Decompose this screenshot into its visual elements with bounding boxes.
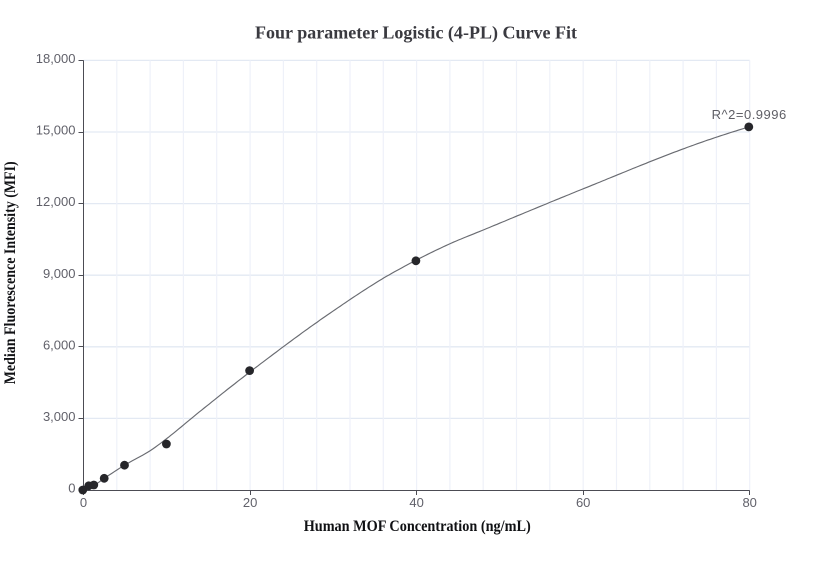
svg-text:0: 0 xyxy=(80,495,87,510)
svg-text:6,000: 6,000 xyxy=(43,337,76,352)
svg-text:12,000: 12,000 xyxy=(36,194,76,209)
svg-text:3,000: 3,000 xyxy=(43,409,76,424)
svg-text:18,000: 18,000 xyxy=(36,51,76,66)
svg-text:0: 0 xyxy=(68,481,75,496)
svg-text:80: 80 xyxy=(742,495,756,510)
svg-text:15,000: 15,000 xyxy=(36,123,76,138)
svg-text:40: 40 xyxy=(409,495,423,510)
svg-text:Human MOF Concentration (ng/mL: Human MOF Concentration (ng/mL) xyxy=(304,516,531,535)
svg-text:9,000: 9,000 xyxy=(43,266,76,281)
svg-text:Four parameter Logistic (4-PL): Four parameter Logistic (4-PL) Curve Fit xyxy=(255,22,577,42)
svg-text:60: 60 xyxy=(576,495,590,510)
svg-text:R^2=0.9996: R^2=0.9996 xyxy=(712,107,787,122)
svg-text:Median Fluorescence Intensity: Median Fluorescence Intensity (MFI) xyxy=(0,161,19,384)
svg-text:20: 20 xyxy=(243,495,257,510)
